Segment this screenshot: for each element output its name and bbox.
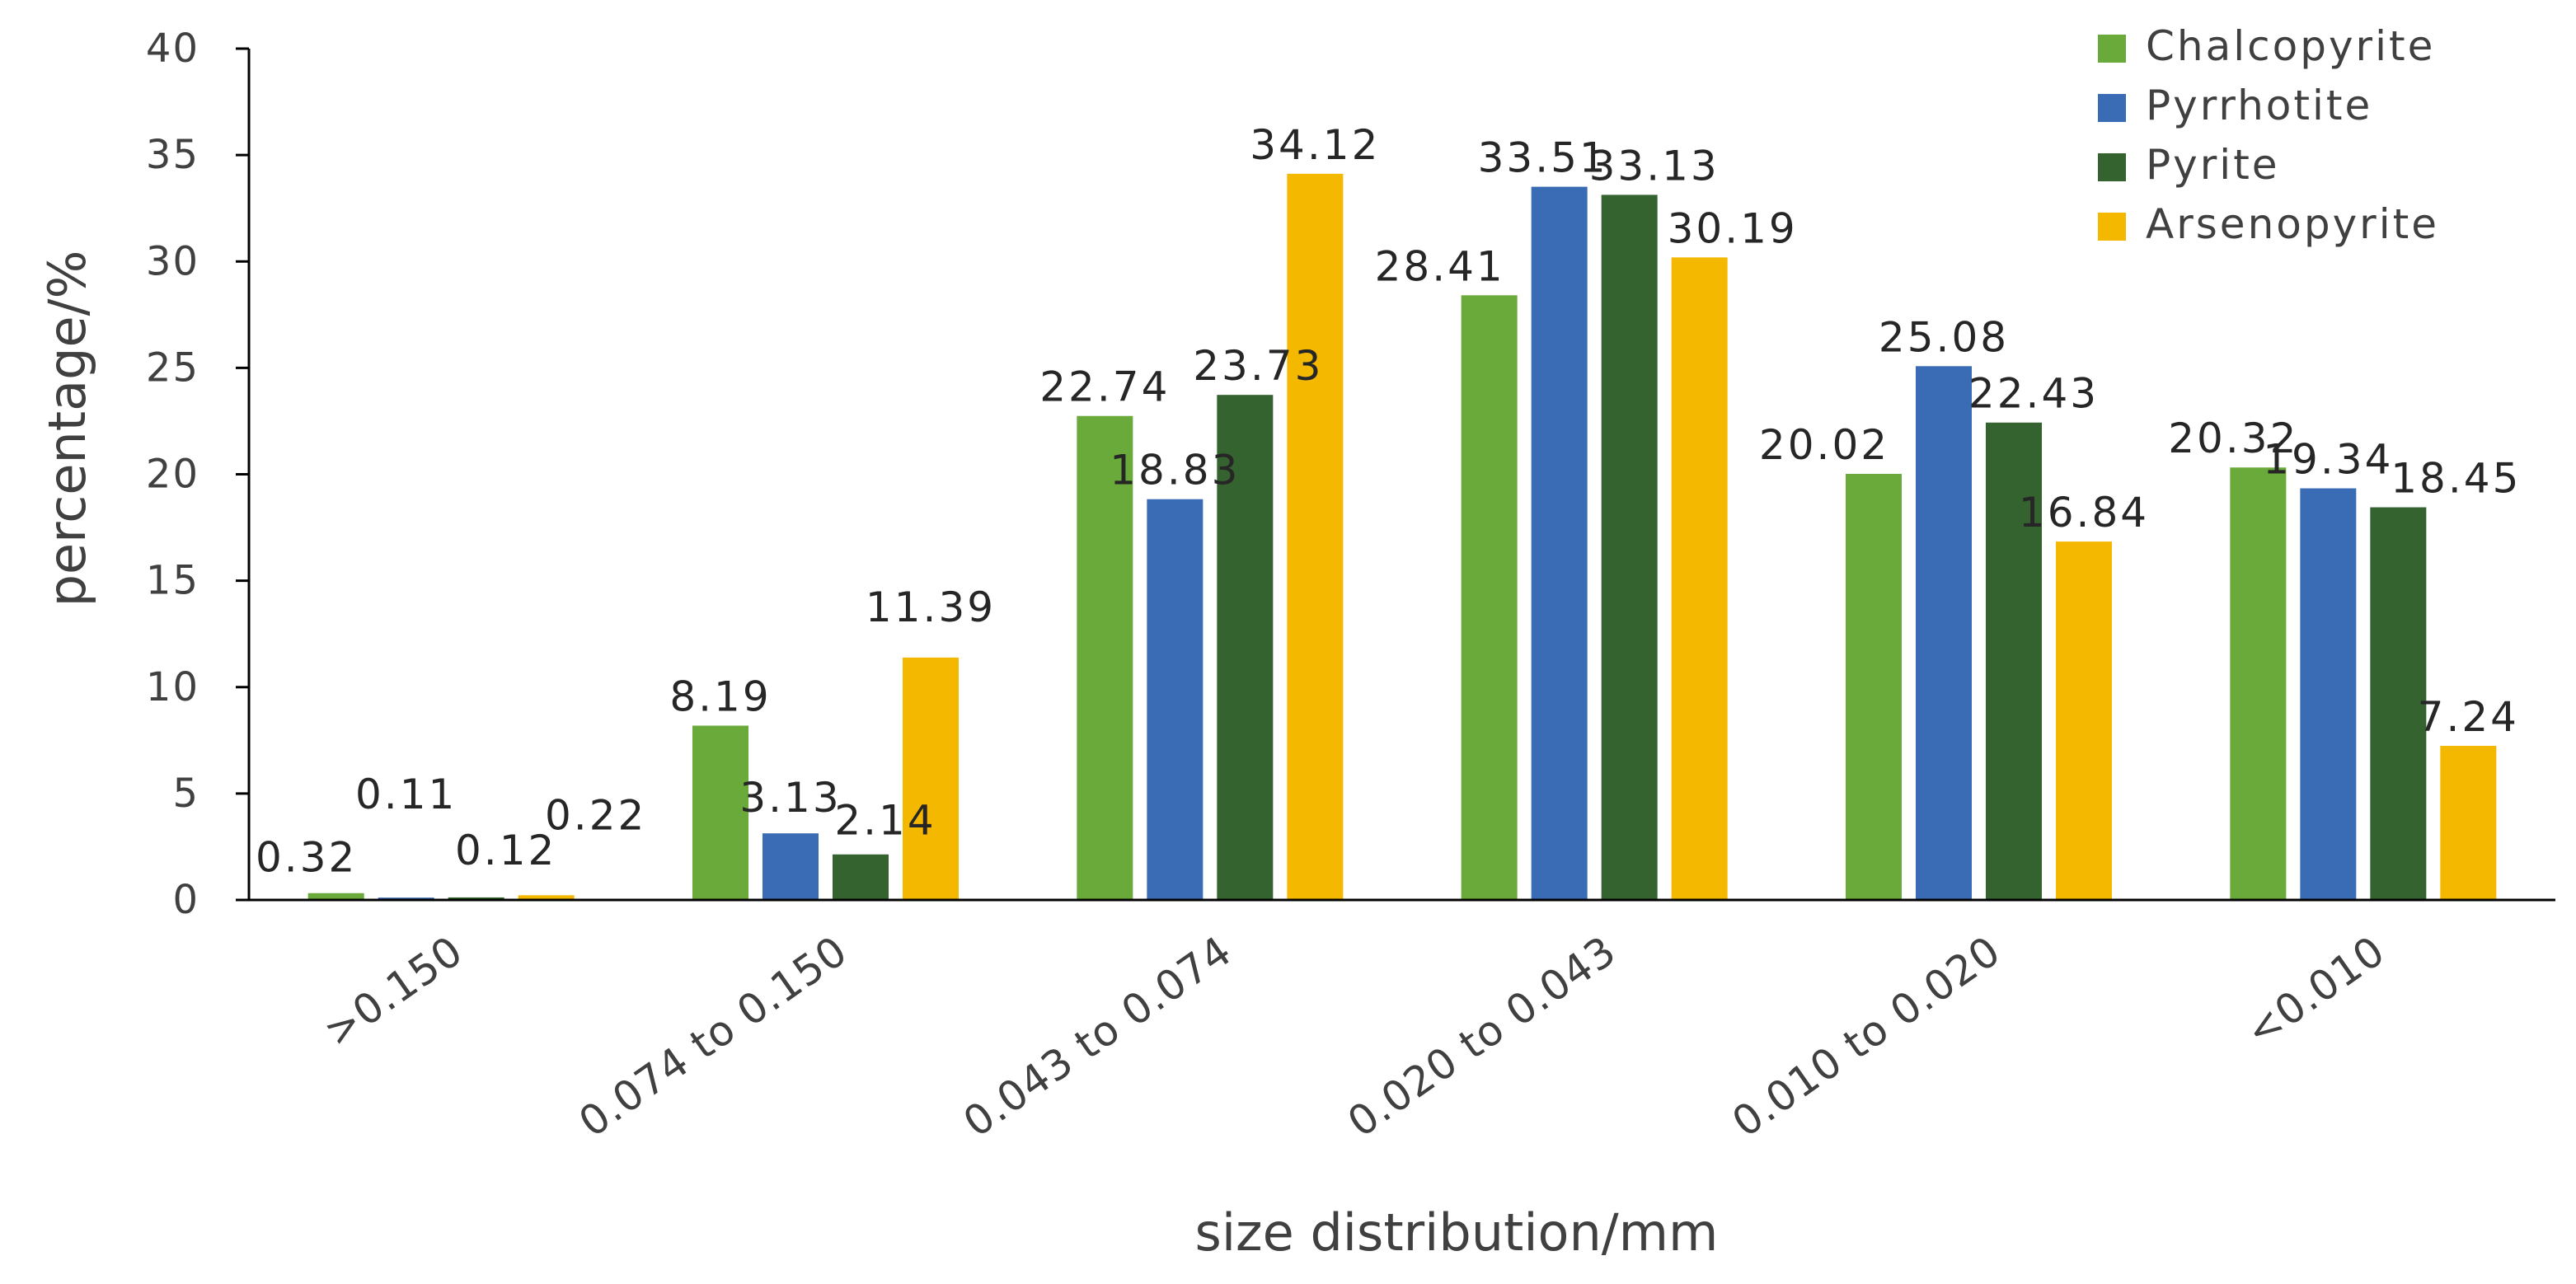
- x-tick-label-2: 0.043 to 0.074: [955, 926, 1240, 1146]
- legend-label-chalcopyrite: Chalcopyrite: [2146, 22, 2435, 70]
- bar-chalcopyrite-2: [1077, 415, 1133, 900]
- y-tick-label-6: 30: [146, 238, 199, 284]
- y-tick-label-0: 0: [172, 877, 199, 923]
- bar-pyrite-3: [1601, 194, 1658, 901]
- data-label-pyrrhotite-4: 25.08: [1879, 313, 2009, 361]
- bar-chalcopyrite-4: [1846, 473, 1902, 900]
- bar-pyrite-5: [2370, 507, 2427, 900]
- bar-pyrite-2: [1217, 395, 1274, 901]
- data-label-pyrite-2: 23.73: [1193, 342, 1323, 390]
- data-label-pyrrhotite-3: 33.51: [1478, 134, 1608, 182]
- bar-pyrrhotite-3: [1531, 186, 1588, 900]
- bar-chalcopyrite-5: [2230, 467, 2287, 900]
- legend-swatch-pyrrhotite: [2098, 94, 2126, 122]
- axes-layer: [236, 47, 2555, 902]
- x-tick-label-1: 0.074 to 0.150: [570, 926, 856, 1146]
- x-tick-label-4: 0.010 to 0.020: [1724, 926, 2009, 1146]
- y-tick-label-4: 20: [146, 452, 199, 498]
- data-label-chalcopyrite-1: 8.19: [669, 672, 771, 720]
- legend-label-pyrrhotite: Pyrrhotite: [2146, 82, 2372, 129]
- bar-arsenopyrite-0: [518, 895, 575, 900]
- legend-swatch-chalcopyrite: [2098, 35, 2126, 63]
- data-label-pyrite-4: 22.43: [1968, 370, 2099, 418]
- data-label-chalcopyrite-2: 22.74: [1039, 363, 1170, 411]
- y-tick-label-7: 35: [146, 132, 199, 178]
- x-tick-label-0: >0.150: [315, 926, 472, 1056]
- data-label-arsenopyrite-1: 11.39: [866, 583, 996, 631]
- data-label-arsenopyrite-0: 0.22: [545, 791, 646, 839]
- data-label-chalcopyrite-4: 20.02: [1759, 421, 1889, 469]
- bar-arsenopyrite-4: [2056, 541, 2112, 900]
- data-label-pyrite-3: 33.13: [1589, 142, 1720, 190]
- data-label-arsenopyrite-3: 30.19: [1668, 204, 1798, 252]
- legend-swatch-pyrite: [2098, 153, 2126, 181]
- x-tick-label-5: <0.010: [2237, 926, 2394, 1056]
- data-label-pyrite-5: 18.45: [2391, 455, 2521, 503]
- bar-pyrite-4: [1986, 422, 2042, 900]
- data-label-pyrrhotite-2: 18.83: [1110, 447, 1240, 494]
- y-tick-label-2: 10: [146, 664, 199, 710]
- x-axis-title: size distribution/mm: [1195, 1202, 1719, 1263]
- bar-pyrrhotite-2: [1147, 499, 1204, 900]
- data-label-arsenopyrite-5: 7.24: [2418, 693, 2519, 741]
- data-label-arsenopyrite-2: 34.12: [1250, 121, 1380, 169]
- data-label-chalcopyrite-3: 28.41: [1375, 242, 1505, 290]
- bar-arsenopyrite-1: [903, 657, 959, 900]
- legend-label-arsenopyrite: Arsenopyrite: [2146, 200, 2439, 248]
- data-label-arsenopyrite-4: 16.84: [2019, 489, 2149, 537]
- y-tick-label-5: 25: [146, 344, 199, 391]
- y-tick-label-3: 15: [146, 558, 199, 604]
- data-label-pyrite-0: 0.12: [455, 827, 556, 874]
- bar-chalcopyrite-1: [692, 725, 748, 900]
- bar-pyrite-1: [833, 854, 889, 900]
- data-label-pyrrhotite-1: 3.13: [739, 774, 841, 822]
- bar-pyrite-0: [448, 897, 504, 900]
- legend-swatch-arsenopyrite: [2098, 213, 2126, 241]
- data-label-chalcopyrite-5: 20.32: [2168, 415, 2298, 462]
- bar-arsenopyrite-3: [1671, 257, 1728, 900]
- legend-label-pyrite: Pyrite: [2146, 141, 2280, 189]
- bar-chalcopyrite-3: [1461, 295, 1518, 900]
- data-label-pyrrhotite-5: 19.34: [2263, 436, 2393, 484]
- bars-layer: [307, 173, 2497, 901]
- data-label-pyrrhotite-0: 0.11: [355, 771, 457, 818]
- bar-chalcopyrite-0: [307, 893, 364, 900]
- data-label-chalcopyrite-0: 0.32: [256, 834, 357, 882]
- bar-pyrrhotite-4: [1916, 366, 1972, 901]
- y-tick-label-1: 5: [172, 771, 199, 817]
- y-axis-title: percentage/%: [37, 251, 97, 607]
- data-labels-layer: 0.32 0.11 0.120.22 8.19 3.132.14 11.39 22.74 18…: [256, 121, 2521, 882]
- legend: Chalcopyrite Pyrrhotite Pyrite Arsenopyrite: [2098, 22, 2439, 248]
- data-label-pyrite-1: 2.14: [834, 797, 936, 845]
- y-tick-label-8: 40: [146, 26, 199, 72]
- x-tick-label-3: 0.020 to 0.043: [1340, 926, 1625, 1146]
- bar-arsenopyrite-5: [2440, 746, 2497, 900]
- bar-pyrrhotite-5: [2300, 488, 2357, 900]
- bar-arsenopyrite-2: [1287, 173, 1344, 900]
- bar-pyrrhotite-1: [762, 833, 819, 900]
